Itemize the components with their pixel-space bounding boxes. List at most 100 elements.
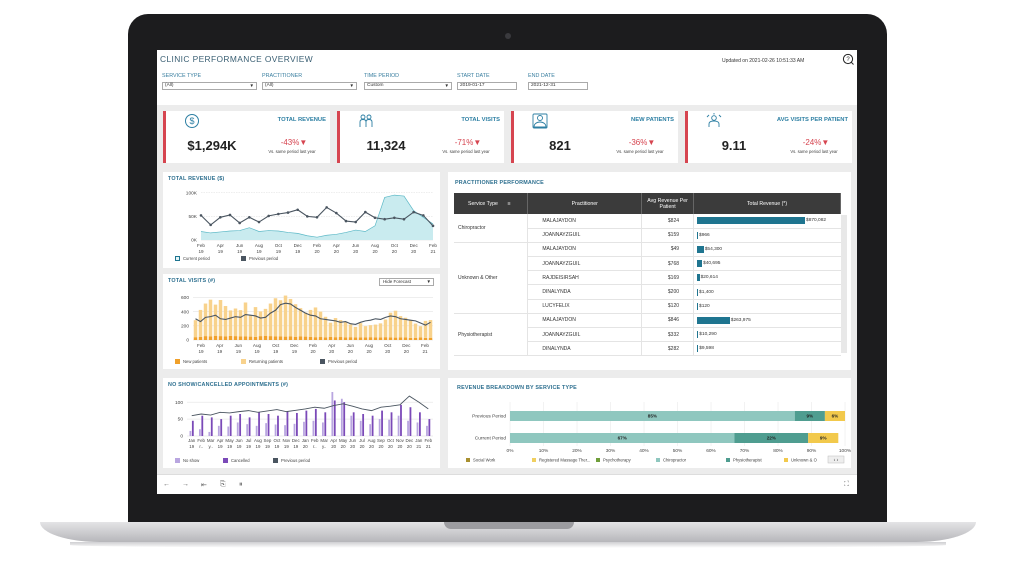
previous-period-point bbox=[267, 214, 270, 218]
table-row[interactable]: LUCYFELIX $120 $120 bbox=[454, 299, 841, 314]
y-tick-label: 200 bbox=[181, 323, 189, 329]
avg-revenue-cell: $49 bbox=[641, 242, 695, 258]
x-tick-year: 20 bbox=[310, 349, 316, 354]
legend-label: Current period bbox=[183, 256, 210, 261]
noshow-bar bbox=[397, 415, 400, 436]
revert-icon[interactable]: ⇤ bbox=[201, 482, 207, 489]
returning-patients-bar bbox=[298, 308, 303, 337]
noshow-bar bbox=[246, 424, 249, 436]
revenue-bar[interactable] bbox=[697, 217, 806, 225]
down-arrow-icon: ▼ bbox=[473, 138, 482, 147]
y-tick-label: 0K bbox=[191, 238, 198, 244]
x-tick-label: Jun bbox=[235, 438, 243, 443]
x-tick-label: Jul bbox=[359, 438, 365, 443]
legend-label: Returning patients bbox=[249, 359, 283, 364]
previous-period-point bbox=[277, 212, 280, 216]
laptop-notch bbox=[444, 522, 574, 529]
dollar-icon: $ bbox=[185, 114, 199, 128]
revenue-bar[interactable] bbox=[697, 231, 699, 239]
table-row[interactable]: RAJDEISIRSAH $169 $20,614 bbox=[454, 270, 841, 286]
table-row[interactable]: DINALYNDA $200 $1,400 bbox=[454, 284, 841, 300]
returning-patients-bar bbox=[193, 320, 198, 338]
new-patients-bar bbox=[233, 336, 238, 340]
returning-patients-bar bbox=[418, 326, 423, 338]
forecast-select[interactable]: Hide Forecast ▼ bbox=[379, 278, 434, 286]
svg-text:?: ? bbox=[846, 57, 850, 63]
revenue-bar[interactable] bbox=[697, 316, 730, 324]
practitioner-table-title: PRACTITIONER PERFORMANCE bbox=[455, 180, 544, 186]
table-row[interactable]: JOANNAYZGUIL $159 $966 bbox=[454, 228, 841, 243]
cancelled-bar bbox=[390, 412, 393, 436]
x-tick-label: 40% bbox=[639, 448, 649, 454]
end-date-input[interactable]: 2021-12-31 bbox=[528, 82, 588, 90]
x-tick-label: Oct bbox=[391, 243, 399, 248]
service-type-select[interactable]: (All) ▼ bbox=[162, 82, 257, 90]
previous-period-point bbox=[286, 211, 290, 214]
updated-timestamp: Updated on 2021-02-26 10:51:33 AM bbox=[722, 58, 805, 64]
new-patients-bar bbox=[353, 337, 358, 340]
legend-swatch bbox=[241, 256, 246, 262]
time-period-select[interactable]: Custom ▼ bbox=[364, 82, 452, 90]
segment-data-label: 22% bbox=[767, 436, 776, 441]
new-patients-bar bbox=[318, 337, 323, 340]
x-tick-label: Jun bbox=[349, 438, 357, 443]
fullscreen-icon[interactable]: ⛶ bbox=[844, 481, 849, 488]
legend-swatch bbox=[656, 458, 660, 462]
revenue-bar[interactable] bbox=[697, 245, 704, 253]
revenue-bar[interactable] bbox=[697, 260, 703, 268]
table-row[interactable]: Physiotherapist MALAJAYDON $846 $263,975 bbox=[454, 313, 841, 357]
kpi-change: -24%▼ bbox=[782, 138, 850, 147]
x-tick-label: Mar bbox=[320, 438, 328, 443]
revenue-bar[interactable] bbox=[697, 274, 700, 282]
refresh-icon[interactable]: ⎘ bbox=[220, 481, 226, 488]
new-patient-icon bbox=[532, 113, 548, 129]
revenue-bar[interactable] bbox=[697, 345, 699, 353]
start-date-input[interactable]: 2019-01-17 bbox=[457, 82, 517, 90]
previous-period-point bbox=[344, 219, 348, 223]
kpi-change-value: -36% bbox=[628, 138, 648, 147]
column-header-avg[interactable]: Avg Revenue Per Patient bbox=[641, 193, 695, 214]
pause-icon[interactable]: ⏸ bbox=[239, 481, 243, 488]
column-header-total[interactable]: Total Revenue (*) bbox=[693, 193, 841, 214]
returning-patients-bar bbox=[308, 309, 313, 337]
x-tick-year: 19 bbox=[265, 444, 270, 449]
column-header-service[interactable]: Service Type ≡ bbox=[454, 193, 529, 214]
sort-icon[interactable]: ≡ bbox=[507, 200, 511, 207]
revenue-bar[interactable] bbox=[697, 288, 699, 296]
legend-label: Social Work bbox=[473, 458, 496, 463]
table-scrollbar[interactable] bbox=[841, 215, 847, 353]
table-row[interactable]: JOANNAYZGUIL $768 $40,695 bbox=[454, 256, 841, 272]
cancelled-bar bbox=[314, 408, 317, 436]
new-patients-bar bbox=[283, 336, 288, 340]
y-tick-label: 600 bbox=[181, 295, 189, 301]
toolbar: ← → ⇤ ⎘ ⏸ ⛶ bbox=[157, 474, 857, 494]
legend-label: No show bbox=[183, 458, 200, 463]
table-row[interactable]: Chiropractor MALAJAYDON $824 $870,082 bbox=[454, 214, 841, 243]
x-tick-year: 20 bbox=[369, 444, 374, 449]
column-header-practitioner[interactable]: Practitioner bbox=[527, 193, 643, 214]
cancelled-bar bbox=[248, 417, 251, 436]
previous-period-point bbox=[199, 214, 203, 217]
x-tick-label: 30% bbox=[606, 448, 616, 454]
previous-period-point bbox=[422, 214, 425, 217]
table-row[interactable]: Unknown & Other MALAJAYDON $49 $54,300 bbox=[454, 242, 841, 314]
revenue-bar[interactable] bbox=[697, 302, 699, 310]
help-icon[interactable]: ? bbox=[842, 53, 854, 65]
x-tick-year: 21 bbox=[430, 249, 436, 254]
redo-icon[interactable]: → bbox=[182, 481, 189, 488]
cancelled-bar bbox=[210, 417, 213, 436]
returning-patients-bar bbox=[288, 298, 293, 337]
table-row[interactable]: JOANNAYZGUIL $332 $10,290 bbox=[454, 327, 841, 343]
cancelled-bar bbox=[324, 412, 327, 436]
revenue-bar[interactable] bbox=[697, 331, 699, 339]
undo-icon[interactable]: ← bbox=[163, 481, 170, 488]
practitioner-select[interactable]: (All) ▼ bbox=[262, 82, 357, 90]
previous-period-point bbox=[364, 210, 367, 214]
x-tick-year: 19 bbox=[189, 444, 194, 449]
legend-label: Previous period bbox=[281, 458, 311, 463]
down-arrow-icon: ▼ bbox=[647, 138, 656, 147]
previous-period-point bbox=[248, 216, 251, 219]
x-tick-year: 19 bbox=[295, 249, 301, 254]
table-row[interactable]: DINALYNDA $282 $9,598 bbox=[454, 341, 841, 357]
